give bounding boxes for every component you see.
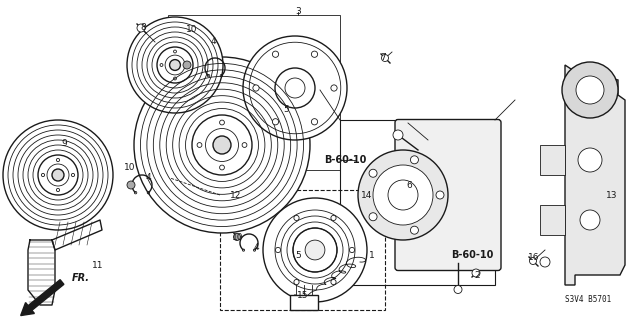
Text: S3V4 B5701: S3V4 B5701 xyxy=(565,295,611,305)
Text: 10: 10 xyxy=(186,26,198,34)
Circle shape xyxy=(454,286,462,293)
Circle shape xyxy=(410,156,419,164)
Circle shape xyxy=(369,213,377,221)
Circle shape xyxy=(540,257,550,267)
Circle shape xyxy=(263,198,367,302)
Circle shape xyxy=(410,226,419,234)
FancyBboxPatch shape xyxy=(395,120,501,271)
Text: 4: 4 xyxy=(253,243,259,253)
Circle shape xyxy=(331,85,337,91)
Polygon shape xyxy=(28,240,55,305)
Circle shape xyxy=(253,85,259,91)
Circle shape xyxy=(381,55,388,62)
Text: 12: 12 xyxy=(230,190,242,199)
Circle shape xyxy=(273,51,278,57)
Text: 15: 15 xyxy=(297,291,308,300)
Polygon shape xyxy=(565,65,625,285)
Text: 14: 14 xyxy=(362,190,372,199)
Circle shape xyxy=(580,210,600,230)
Circle shape xyxy=(273,119,278,125)
Text: 6: 6 xyxy=(406,181,412,189)
Circle shape xyxy=(373,165,433,225)
Text: 11: 11 xyxy=(92,261,104,270)
Circle shape xyxy=(134,57,310,233)
Circle shape xyxy=(234,234,241,241)
Polygon shape xyxy=(52,220,102,250)
Circle shape xyxy=(3,120,113,230)
Text: 2: 2 xyxy=(474,271,480,279)
Circle shape xyxy=(358,150,448,240)
Circle shape xyxy=(52,169,64,181)
Circle shape xyxy=(127,181,135,189)
Bar xyxy=(290,295,318,310)
Circle shape xyxy=(312,51,317,57)
Circle shape xyxy=(576,76,604,104)
Circle shape xyxy=(183,61,191,69)
Text: 5: 5 xyxy=(283,106,289,115)
FancyArrowPatch shape xyxy=(33,284,60,305)
Circle shape xyxy=(243,36,347,140)
Text: B-60-10: B-60-10 xyxy=(324,155,366,165)
Circle shape xyxy=(393,130,403,140)
Circle shape xyxy=(331,279,336,285)
Circle shape xyxy=(294,215,299,220)
Circle shape xyxy=(436,191,444,199)
Text: 5: 5 xyxy=(295,250,301,259)
Circle shape xyxy=(369,169,377,177)
Bar xyxy=(220,190,385,310)
Circle shape xyxy=(305,240,325,260)
Circle shape xyxy=(294,279,299,285)
FancyArrow shape xyxy=(20,280,64,315)
Circle shape xyxy=(170,60,180,70)
Circle shape xyxy=(312,119,317,125)
Circle shape xyxy=(127,17,223,113)
Text: 9: 9 xyxy=(61,138,67,147)
Bar xyxy=(540,145,565,175)
Circle shape xyxy=(137,24,145,32)
Text: 4: 4 xyxy=(210,38,216,47)
Circle shape xyxy=(529,257,536,264)
Circle shape xyxy=(275,248,280,253)
Text: 4: 4 xyxy=(145,174,151,182)
Text: 1: 1 xyxy=(369,250,375,259)
Text: FR.: FR. xyxy=(72,273,90,283)
Bar xyxy=(340,120,495,285)
Text: 13: 13 xyxy=(606,190,618,199)
Circle shape xyxy=(562,62,618,118)
Circle shape xyxy=(331,215,336,220)
Text: 3: 3 xyxy=(295,8,301,17)
Text: 16: 16 xyxy=(528,254,540,263)
Bar xyxy=(540,205,565,235)
Text: 10: 10 xyxy=(232,234,244,242)
Text: 8: 8 xyxy=(140,24,146,33)
Text: 10: 10 xyxy=(124,164,136,173)
Circle shape xyxy=(213,136,231,154)
Text: 7: 7 xyxy=(380,54,386,63)
Text: B-60-10: B-60-10 xyxy=(451,250,493,260)
Circle shape xyxy=(472,269,480,277)
Circle shape xyxy=(578,148,602,172)
Circle shape xyxy=(349,248,355,253)
